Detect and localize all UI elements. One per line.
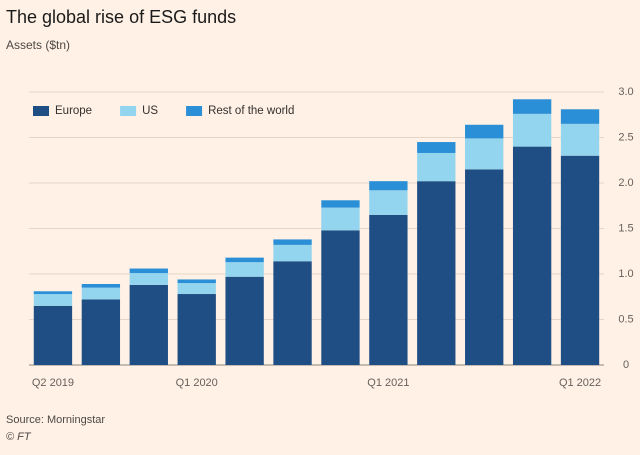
bar-segment [321,200,360,208]
legend-label: Rest of the world [208,105,294,117]
bar-segment [560,123,600,156]
bar-segment [321,230,360,365]
bar-segment [512,99,552,114]
bar-segment [512,113,552,147]
bar-segment [417,142,456,153]
y-tick-label: 2.5 [618,131,633,143]
bar-segment [465,124,504,139]
legend-swatch [120,106,137,116]
bar-segment [225,262,264,277]
bar-segment [560,155,600,365]
bar-segment [129,268,168,274]
bar-segment [33,305,73,365]
x-tick-label: Q1 2021 [367,377,409,389]
legend-label: Europe [55,105,92,117]
bar-segment [512,146,552,365]
chart-title: The global rise of ESG funds [6,7,236,27]
y-tick-label: 0.5 [618,313,633,325]
bar-segment [273,239,312,245]
bar-segment [369,181,408,191]
bar-segment [321,207,360,231]
bar-segment [129,284,168,365]
y-tick-label: 1.0 [618,268,633,280]
legend-swatch [186,106,203,116]
bar-segment [177,294,216,365]
x-tick-label: Q1 2020 [176,377,218,389]
y-tick-label: 2.0 [618,177,633,189]
x-tick-label: Q2 2019 [32,377,74,389]
bar-segment [81,284,121,288]
bar-segment [369,214,408,365]
y-tick-label: 0 [623,359,629,371]
legend-swatch [33,106,49,116]
bar-segment [465,169,504,365]
bar-segment [465,138,504,170]
bar-segment [81,287,121,300]
bar-segment [369,190,408,215]
bar-segment [177,283,216,295]
source: Source: Morningstar [6,414,105,426]
bar-segment [273,261,312,365]
bar-segment [560,109,600,124]
bar-segment [273,244,312,262]
bar-segment [81,299,121,365]
chart-subtitle: Assets ($tn) [6,38,70,52]
bar-segment [417,181,456,365]
y-tick-label: 3.0 [618,86,633,98]
x-tick-label: Q1 2022 [559,377,601,389]
bar-segment [33,294,73,306]
bar-segment [225,276,264,365]
bar-segment [177,279,216,284]
bar-segment [129,273,168,285]
credit: © FT [6,431,32,443]
bar-segment [225,257,264,263]
legend-label: US [142,105,158,117]
y-tick-label: 1.5 [618,222,633,234]
bar-segment [417,152,456,182]
bar-segment [33,291,73,295]
